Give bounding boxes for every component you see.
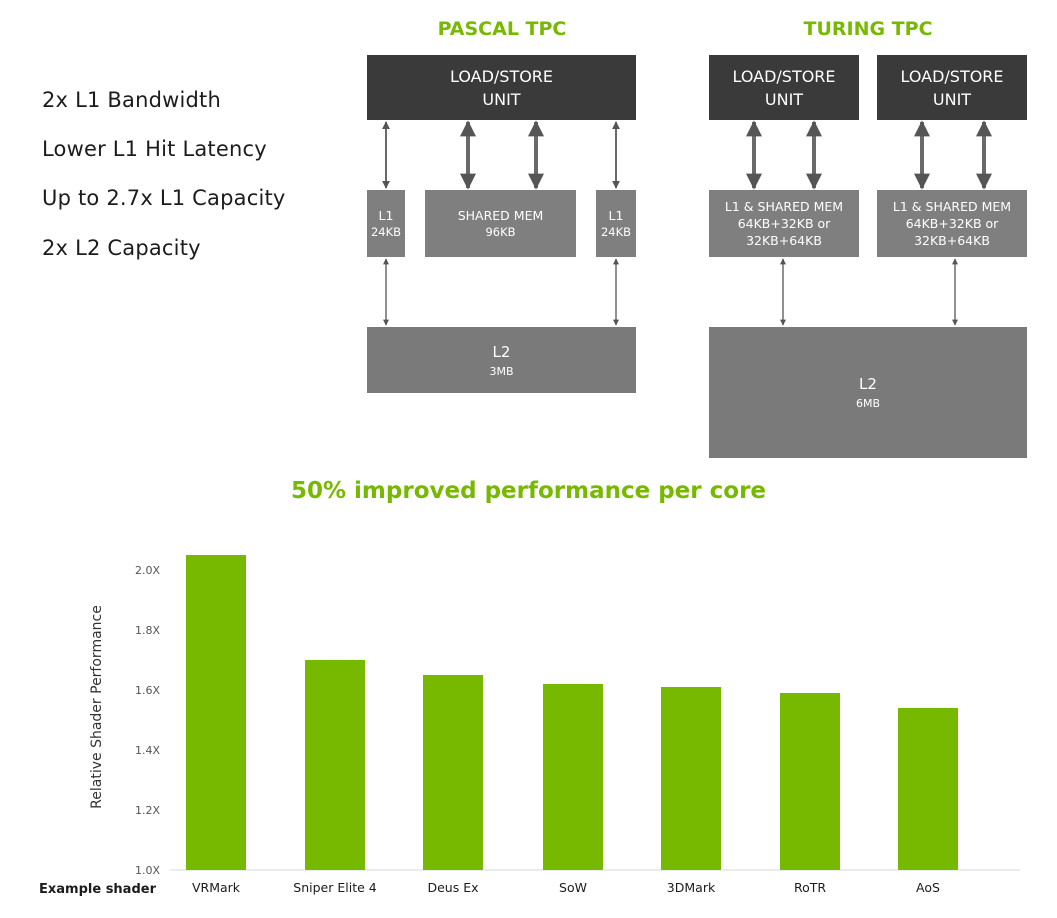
x-category-label: RoTR <box>794 880 826 895</box>
turing-load-store-unit-right: LOAD/STORE UNIT <box>877 55 1027 120</box>
bar-deus-ex <box>423 675 483 870</box>
x-row-label: Example shader <box>39 882 157 897</box>
turing-l2: L2 6MB <box>709 327 1027 458</box>
pascal-title: PASCAL TPC <box>437 18 567 40</box>
x-category-label: 3DMark <box>667 880 716 895</box>
diagram-arrows <box>382 120 992 326</box>
y-tick-label: 1.8X <box>135 624 160 637</box>
ls-line2: UNIT <box>764 89 804 109</box>
pascal-l1-left: L1 24KB <box>367 190 405 257</box>
feature-l1-latency: Lower L1 Hit Latency <box>42 137 267 161</box>
y-tick-label: 1.4X <box>135 744 160 757</box>
pascal-l2: L2 3MB <box>367 327 636 393</box>
feature-l1-bandwidth: 2x L1 Bandwidth <box>42 88 221 112</box>
turing-title: TURING TPC <box>803 18 933 40</box>
bar-aos <box>898 708 958 870</box>
l2-label: L2 <box>492 342 511 361</box>
x-category-label: VRMark <box>192 880 241 895</box>
l1-size: 24KB <box>600 224 632 239</box>
ls-line1: LOAD/STORE <box>900 66 1004 86</box>
bar-3dmark <box>661 687 721 870</box>
l1-shared-line1: L1 & SHARED MEM <box>724 199 844 214</box>
bar-vrmark <box>186 555 246 870</box>
bar-rotr <box>780 693 840 870</box>
x-category-label: Sniper Elite 4 <box>293 880 376 895</box>
y-axis-title: Relative Shader Performance <box>89 605 105 809</box>
y-tick-label: 1.2X <box>135 804 160 817</box>
l1-shared-line2: 64KB+32KB or <box>905 216 999 231</box>
pascal-shared-mem: SHARED MEM 96KB <box>425 190 576 257</box>
feature-l2-capacity: 2x L2 Capacity <box>42 236 201 260</box>
y-tick-label: 1.0X <box>135 864 160 877</box>
ls-line2: UNIT <box>932 89 972 109</box>
bar-sniper-elite-4 <box>305 660 365 870</box>
turing-load-store-unit-left: LOAD/STORE UNIT <box>709 55 859 120</box>
l1-label: L1 <box>608 207 624 223</box>
x-category-label: Deus Ex <box>427 880 478 895</box>
x-category-label: AoS <box>916 880 940 895</box>
l1-label: L1 <box>378 207 394 223</box>
turing-l1-shared-left: L1 & SHARED MEM 64KB+32KB or 32KB+64KB <box>709 190 859 257</box>
ls-line2: UNIT <box>482 89 521 109</box>
ls-line1: LOAD/STORE <box>449 66 554 86</box>
bar-sow <box>543 684 603 870</box>
l1-shared-line1: L1 & SHARED MEM <box>892 199 1012 214</box>
turing-l1-shared-right: L1 & SHARED MEM 64KB+32KB or 32KB+64KB <box>877 190 1027 257</box>
l2-label: L2 <box>859 375 877 393</box>
l1-shared-line3: 32KB+64KB <box>746 233 822 248</box>
l2-size: 6MB <box>855 397 881 410</box>
shared-label: SHARED MEM <box>457 207 544 223</box>
y-tick-label: 1.6X <box>135 684 160 697</box>
ls-line1: LOAD/STORE <box>732 66 836 86</box>
shared-size: 96KB <box>485 224 516 239</box>
l1-size: 24KB <box>370 224 402 239</box>
y-tick-label: 2.0X <box>135 564 160 577</box>
l1-shared-line3: 32KB+64KB <box>914 233 990 248</box>
l1-shared-line2: 64KB+32KB or <box>737 216 831 231</box>
l2-size: 3MB <box>489 364 514 378</box>
chart-title: 50% improved performance per core <box>290 478 767 504</box>
pascal-load-store-unit: LOAD/STORE UNIT <box>367 55 636 120</box>
x-category-label: SoW <box>559 880 587 895</box>
feature-l1-capacity: Up to 2.7x L1 Capacity <box>42 186 286 210</box>
pascal-l1-right: L1 24KB <box>596 190 636 257</box>
